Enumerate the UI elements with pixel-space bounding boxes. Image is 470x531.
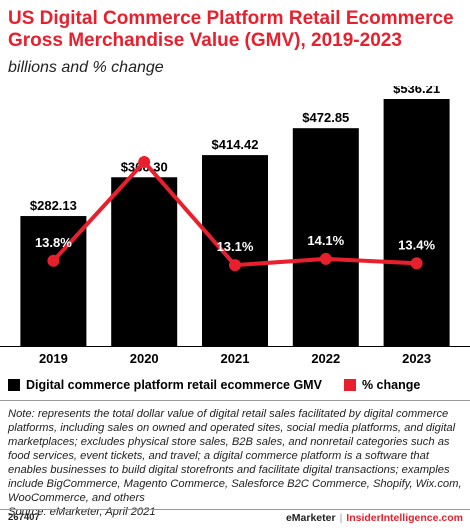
percent-change-point-2020 <box>138 155 151 168</box>
bar-label-2019: $282.13 <box>30 198 77 213</box>
bar-2020 <box>111 177 178 346</box>
chart-plot: $282.13$366.30$414.42$472.85$536.21 2019… <box>0 86 470 366</box>
bar-label-2023: $536.21 <box>393 86 440 96</box>
brand-separator: | <box>339 512 343 524</box>
percent-change-label-2019: 13.8% <box>35 235 72 250</box>
x-tick-2019: 2019 <box>39 351 68 366</box>
percent-change-point-2019 <box>47 254 60 267</box>
x-tick-2022: 2022 <box>311 351 340 366</box>
chart-legend: Digital commerce platform retail ecommer… <box>8 377 463 393</box>
chart-note: Note: represents the total dollar value … <box>8 407 464 519</box>
divider-bottom <box>0 509 470 510</box>
percent-change-point-2021 <box>229 259 241 272</box>
bar-2021 <box>202 155 268 346</box>
brand-insider-intelligence: InsiderIntelligence.com <box>346 512 463 524</box>
legend-swatch-percent-change <box>343 379 356 391</box>
percent-change-point-2022 <box>319 252 332 265</box>
percent-change-label-2020: 29.8% <box>126 136 163 151</box>
percent-change-labels: 13.8% 29.8% 13.1% 14.1% 13.4% <box>35 136 436 254</box>
note-text: Note: represents the total dollar value … <box>8 408 462 504</box>
bar-2023 <box>383 99 450 346</box>
footer-brand: eMarketer | InsiderIntelligence.com <box>286 512 463 524</box>
bar-label-2021: $414.42 <box>212 137 259 152</box>
percent-change-point-2023 <box>410 257 423 270</box>
percent-change-label-2021: 13.1% <box>217 239 254 254</box>
legend-item-gmv: Digital commerce platform retail ecommer… <box>8 378 322 392</box>
legend-label-percent-change: % change <box>361 378 421 392</box>
bar-2022 <box>292 128 359 346</box>
chart-id: 267407 <box>8 512 40 523</box>
divider-top <box>0 400 470 401</box>
x-axis-tick-labels: 2019 2020 2021 2022 2023 <box>39 351 431 366</box>
brand-emarketer: eMarketer <box>285 512 336 524</box>
chart-title: US Digital Commerce Platform Retail Ecom… <box>8 8 454 51</box>
percent-change-label-2023: 13.4% <box>398 237 435 252</box>
percent-change-label-2022: 14.1% <box>307 233 344 248</box>
legend-swatch-gmv <box>8 379 20 391</box>
bar-series <box>20 99 450 346</box>
bar-label-2022: $472.85 <box>302 110 349 125</box>
chart-subtitle: billions and % change <box>8 59 164 76</box>
x-tick-2021: 2021 <box>221 351 250 366</box>
percent-change-series <box>47 155 423 272</box>
x-tick-2023: 2023 <box>402 351 431 366</box>
x-tick-2020: 2020 <box>130 351 159 366</box>
legend-label-gmv: Digital commerce platform retail ecommer… <box>26 378 322 392</box>
bar-value-labels: $282.13$366.30$414.42$472.85$536.21 <box>30 86 440 213</box>
legend-item-percent-change: % change <box>343 378 421 392</box>
